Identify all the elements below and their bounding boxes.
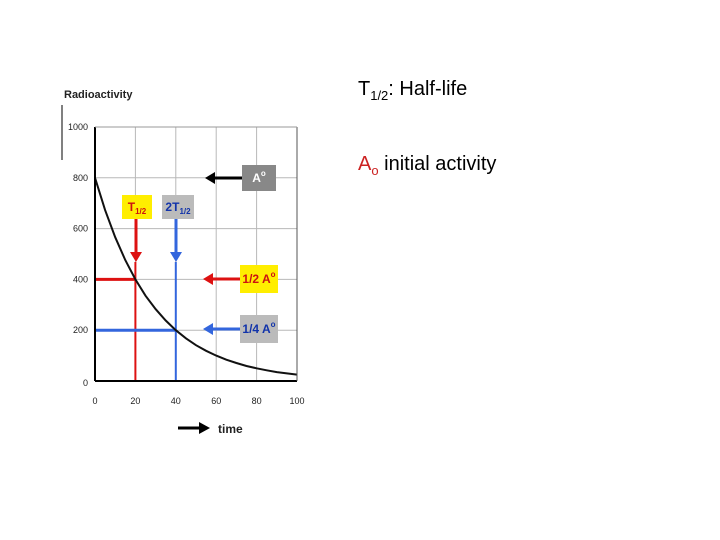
half-life-symbol: T (358, 78, 371, 100)
annotation-subscript: 1/2 (179, 207, 191, 216)
x-tick-label: 40 (171, 396, 181, 406)
annotation-background (122, 195, 152, 219)
annotation-box: 1/2 Ao (203, 265, 278, 293)
annotation-label: 2T1/2 (165, 200, 191, 216)
annotation-background (162, 195, 194, 219)
x-axis-arrow-icon (178, 422, 210, 434)
annotation-subscript: 1/2 (135, 207, 147, 216)
guide-lines (95, 262, 177, 381)
annotation-background (242, 165, 276, 191)
annotation-main-text: A (252, 171, 261, 185)
half-life-definition: T1/2: Half-life (358, 78, 467, 103)
annotation-main-text: 1/4 A (242, 322, 271, 336)
initial-activity-text: initial activity (378, 153, 497, 175)
annotation-label: 1/2 Ao (242, 270, 275, 286)
annotation-background (240, 315, 278, 343)
half-life-text: : Half-life (388, 78, 468, 100)
arrow-head-icon (130, 252, 142, 262)
y-tick-label: 600 (73, 224, 88, 234)
x-tick-label: 20 (130, 396, 140, 406)
annotation-box: T1/2 (122, 195, 152, 262)
y-tick-label: 200 (73, 325, 88, 335)
axes (61, 105, 298, 382)
annotation-label: T1/2 (128, 200, 147, 216)
annotation-box: 2T1/2 (162, 195, 194, 262)
x-tick-label: 100 (289, 396, 304, 406)
x-tick-label: 60 (211, 396, 221, 406)
annotation-superscript: o (261, 169, 266, 178)
initial-activity-symbol: A (358, 153, 372, 175)
y-tick-label: 1000 (68, 122, 88, 132)
arrow-head-icon (205, 172, 215, 184)
arrow-head-icon (170, 252, 182, 262)
arrow-head-icon (203, 273, 213, 285)
annotation-background (240, 265, 278, 293)
x-axis-label: time (218, 422, 243, 436)
initial-activity-subscript: o (371, 163, 379, 178)
half-life-subscript: 1/2 (370, 88, 389, 103)
arrow-head-icon (203, 323, 213, 335)
decay-curve (94, 177, 298, 376)
annotation-main-text: 1/2 A (242, 272, 271, 286)
initial-activity-definition: Ao initial activity (358, 153, 496, 178)
annotation-box: Ao (205, 165, 276, 191)
annotation-superscript: o (271, 320, 276, 329)
y-tick-label: 400 (73, 274, 88, 284)
y-axis-label: Radioactivity (64, 89, 133, 101)
annotation-box: 1/4 Ao (203, 315, 278, 343)
y-tick-label: 800 (73, 173, 88, 183)
annotation-label: Ao (252, 169, 266, 185)
annotation-main-text: T (128, 200, 136, 214)
annotation-label: 1/4 Ao (242, 320, 275, 336)
series-lines (94, 177, 298, 376)
y-tick-label: 0 (83, 378, 88, 388)
annotation-main-text: 2T (165, 200, 180, 214)
x-tick-label: 80 (252, 396, 262, 406)
annotation-superscript: o (271, 270, 276, 279)
x-tick-label: 0 (92, 396, 97, 406)
